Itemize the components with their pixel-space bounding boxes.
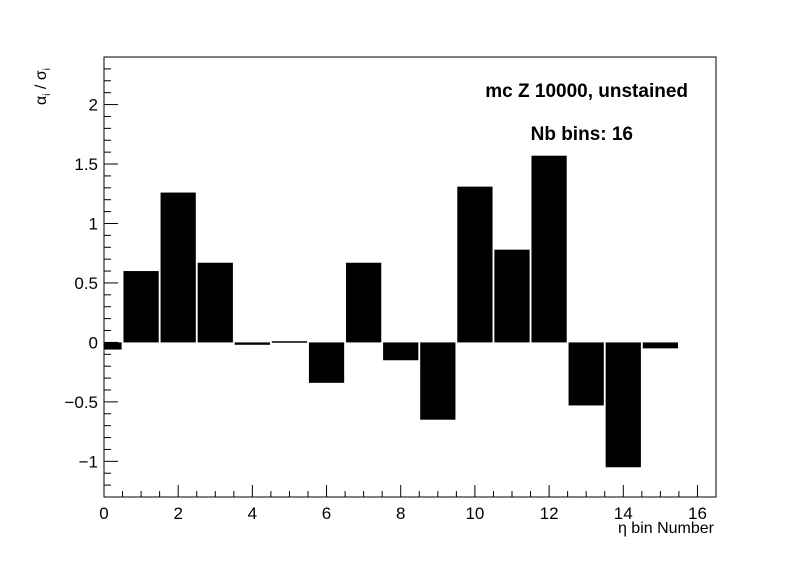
y-tick-label: 1.5 xyxy=(74,155,98,174)
annotation-sample: mc Z 10000, unstained xyxy=(485,81,688,102)
x-tick-label: 12 xyxy=(540,504,559,523)
bar-7 xyxy=(346,262,382,343)
bar-0 xyxy=(104,342,122,350)
bar-12 xyxy=(531,155,567,343)
x-tick-label: 6 xyxy=(322,504,331,523)
x-tick-label: 10 xyxy=(465,504,484,523)
x-axis-label: η bin Number xyxy=(618,520,715,537)
x-tick-label: 0 xyxy=(99,504,108,523)
plot-frame xyxy=(103,56,717,498)
x-tick-label: 16 xyxy=(688,504,707,523)
bar-3 xyxy=(197,262,233,343)
x-tick-label: 4 xyxy=(248,504,257,523)
bar-15 xyxy=(642,342,678,349)
bar-4 xyxy=(234,342,270,345)
y-tick-label: 0.5 xyxy=(74,274,98,293)
bar-14 xyxy=(605,342,641,468)
annotation-bins: Nb bins: 16 xyxy=(531,124,633,145)
bar-11 xyxy=(494,249,530,343)
bar-13 xyxy=(568,342,604,406)
x-axis-ticks: 0 2 4 6 8 10 12 14 16 xyxy=(99,485,717,523)
y-tick-label: 2 xyxy=(89,96,98,115)
bar-2 xyxy=(160,192,196,343)
bars-group xyxy=(104,155,678,468)
bar-1 xyxy=(123,271,159,343)
bar-10 xyxy=(457,186,493,343)
bar-6 xyxy=(308,342,345,383)
bar-9 xyxy=(420,342,456,420)
y-axis-ticks: −1 −0.5 0 0.5 1 1.5 2 xyxy=(64,56,118,498)
x-tick-label: 14 xyxy=(614,504,633,523)
x-tick-label: 8 xyxy=(396,504,405,523)
x-tick-label: 2 xyxy=(173,504,182,523)
bar-5 xyxy=(271,341,308,343)
y-tick-label: −0.5 xyxy=(64,393,98,412)
bar-8 xyxy=(383,342,419,361)
y-axis-label: αi / σi xyxy=(33,68,53,105)
y-tick-label: 1 xyxy=(89,214,98,233)
y-tick-label: −1 xyxy=(79,452,98,471)
y-tick-label: 0 xyxy=(89,333,98,352)
